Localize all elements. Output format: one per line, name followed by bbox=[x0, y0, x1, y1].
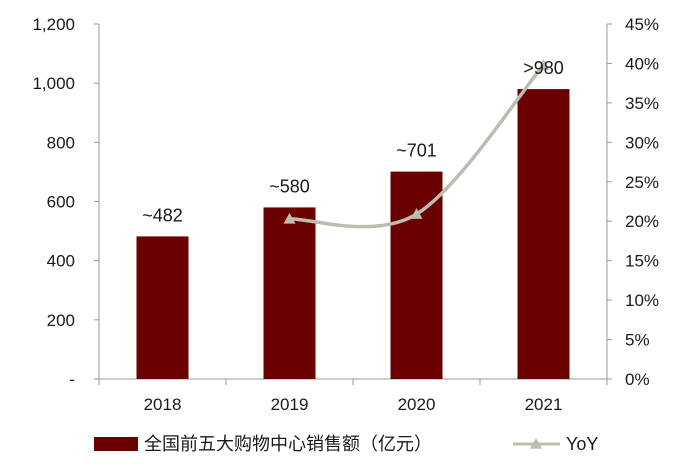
left-tick-label: 1,200 bbox=[32, 15, 75, 34]
x-tick-label: 2019 bbox=[271, 395, 309, 414]
right-tick-label: 15% bbox=[625, 252, 659, 271]
x-tick-label: 2020 bbox=[398, 395, 436, 414]
legend-line-marker bbox=[530, 438, 542, 449]
yoy-line bbox=[289, 63, 545, 229]
right-tick-label: 40% bbox=[625, 54, 659, 73]
right-axis-ticks: 0% 5% 10% 15% 20% 25% 30% 35% 40% 45% bbox=[607, 15, 659, 389]
yoy-point-marker bbox=[283, 212, 296, 224]
right-tick-label: 30% bbox=[625, 133, 659, 152]
right-tick-label: 10% bbox=[625, 291, 659, 310]
bar-data-label: ~482 bbox=[142, 205, 183, 225]
bar bbox=[390, 171, 443, 379]
bar bbox=[263, 207, 316, 379]
legend-bar-label: 全国前五大购物中心销售额（亿元） bbox=[144, 434, 432, 454]
bar-data-label: ~701 bbox=[396, 141, 437, 161]
legend-bar-swatch bbox=[94, 437, 138, 451]
bar bbox=[517, 89, 570, 379]
x-tick-label: 2018 bbox=[144, 395, 182, 414]
left-tick-label: 600 bbox=[47, 193, 75, 212]
yoy-point-marker bbox=[537, 59, 550, 70]
right-tick-label: 5% bbox=[625, 331, 650, 350]
right-tick-label: 20% bbox=[625, 212, 659, 231]
left-tick-label: 200 bbox=[47, 311, 75, 330]
bar-series bbox=[136, 89, 570, 379]
x-axis-ticks: 2018 2019 2020 2021 bbox=[98, 379, 608, 414]
right-tick-label: 0% bbox=[625, 370, 650, 389]
left-tick-label: 400 bbox=[47, 252, 75, 271]
legend-line-label: YoY bbox=[566, 434, 598, 454]
bar-data-label: >980 bbox=[523, 58, 564, 78]
x-tick-label: 2021 bbox=[525, 395, 563, 414]
right-tick-label: 45% bbox=[625, 15, 659, 34]
legend: 全国前五大购物中心销售额（亿元） YoY bbox=[94, 434, 598, 454]
yoy-line-series bbox=[283, 59, 550, 229]
bar-data-label: ~580 bbox=[269, 176, 310, 196]
left-tick-label: 800 bbox=[47, 133, 75, 152]
left-tick-label: - bbox=[69, 370, 75, 389]
data-labels: ~482 ~580 ~701 >980 bbox=[142, 58, 564, 225]
left-axis-ticks: - 200 400 600 800 1,000 1,200 bbox=[32, 15, 99, 389]
right-tick-label: 35% bbox=[625, 94, 659, 113]
left-tick-label: 1,000 bbox=[32, 74, 75, 93]
yoy-point-marker bbox=[410, 208, 423, 219]
bar bbox=[136, 236, 189, 379]
right-tick-label: 25% bbox=[625, 173, 659, 192]
